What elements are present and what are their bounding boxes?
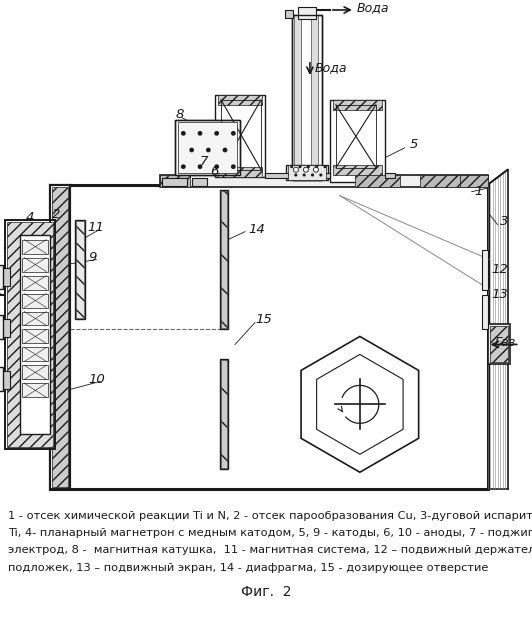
Text: 11: 11 (87, 221, 104, 234)
Bar (218, 95, 262, 105)
Bar (460, 175, 488, 187)
Bar (355, 175, 400, 187)
Bar (22, 239, 48, 253)
Bar (22, 330, 48, 344)
Text: электрод, 8 -  магнитная катушка,  11 - магнитная система, 12 – подвижный держат: электрод, 8 - магнитная катушка, 11 - ма… (8, 545, 532, 556)
Text: 9: 9 (88, 251, 97, 264)
Bar (286, 164, 328, 180)
Bar (7, 221, 53, 447)
Bar (5, 220, 55, 449)
Bar (333, 100, 382, 110)
Bar (218, 167, 262, 177)
Bar (160, 175, 190, 187)
Text: 2: 2 (52, 208, 61, 221)
Text: 3: 3 (500, 215, 508, 228)
Bar (22, 257, 48, 271)
Text: Газ: Газ (495, 336, 516, 349)
Bar (178, 122, 237, 173)
Bar (336, 105, 376, 168)
Text: 12: 12 (492, 263, 509, 276)
Bar (175, 120, 240, 175)
Bar (175, 120, 240, 175)
Bar (288, 164, 326, 180)
Bar (160, 175, 488, 187)
Bar (322, 173, 330, 178)
Bar (285, 10, 293, 18)
Text: подложек, 13 – подвижный экран, 14 - диафрагма, 15 - дозирующее отверстие: подложек, 13 – подвижный экран, 14 - диа… (8, 563, 488, 573)
Text: 8: 8 (175, 108, 184, 122)
Bar (22, 383, 48, 397)
Bar (22, 365, 48, 380)
Circle shape (313, 167, 319, 172)
Bar (220, 189, 228, 330)
Bar (292, 15, 322, 180)
Polygon shape (301, 337, 419, 472)
Bar (76, 221, 84, 319)
Bar (265, 173, 292, 178)
Bar (220, 360, 228, 469)
Bar (51, 185, 70, 489)
Bar (1, 371, 11, 389)
Bar (481, 294, 488, 330)
Bar (294, 15, 301, 180)
Bar (20, 235, 51, 435)
Text: 1: 1 (475, 185, 483, 198)
Bar (51, 185, 488, 489)
Text: 1 - отсек химической реакции Ti и N, 2 - отсек парообразования Cu, 3-дуговой исп: 1 - отсек химической реакции Ti и N, 2 -… (8, 511, 532, 521)
Circle shape (303, 167, 309, 172)
Bar (1, 319, 11, 337)
Text: Вода: Вода (357, 1, 389, 15)
Bar (22, 276, 48, 289)
Bar (162, 178, 187, 186)
Bar (221, 360, 227, 468)
Bar (192, 178, 207, 186)
Text: 13: 13 (492, 288, 509, 301)
Bar (298, 7, 316, 19)
Text: 4: 4 (26, 211, 34, 224)
Bar (5, 220, 55, 449)
Bar (330, 100, 385, 182)
Bar (0, 316, 3, 339)
Bar (1, 268, 11, 285)
Bar (22, 348, 48, 362)
Bar (311, 15, 318, 180)
Bar (76, 220, 85, 319)
Bar (51, 185, 70, 489)
Bar (215, 95, 265, 177)
Bar (489, 326, 508, 362)
Bar (0, 367, 3, 392)
Text: Ti, 4- планарный магнетрон с медным катодом, 5, 9 - катоды, 6, 10 - аноды, 7 - п: Ti, 4- планарный магнетрон с медным като… (8, 529, 532, 538)
Bar (22, 294, 48, 307)
Text: Фиг.  2: Фиг. 2 (241, 585, 291, 598)
Bar (488, 324, 510, 364)
Bar (0, 264, 3, 289)
Text: 7: 7 (200, 156, 209, 168)
Polygon shape (317, 355, 403, 454)
Text: 6: 6 (210, 165, 219, 178)
Text: 14: 14 (248, 223, 265, 236)
Circle shape (294, 167, 298, 172)
Text: Вода: Вода (315, 61, 347, 74)
Bar (333, 164, 382, 175)
Bar (52, 187, 68, 487)
Text: 15: 15 (255, 313, 272, 326)
Text: 10: 10 (88, 373, 105, 386)
Text: 5: 5 (410, 138, 418, 151)
Bar (420, 175, 460, 187)
Bar (481, 250, 488, 289)
Bar (385, 173, 395, 178)
Bar (221, 100, 261, 170)
Bar (292, 15, 322, 180)
Bar (22, 312, 48, 326)
Bar (221, 191, 227, 328)
